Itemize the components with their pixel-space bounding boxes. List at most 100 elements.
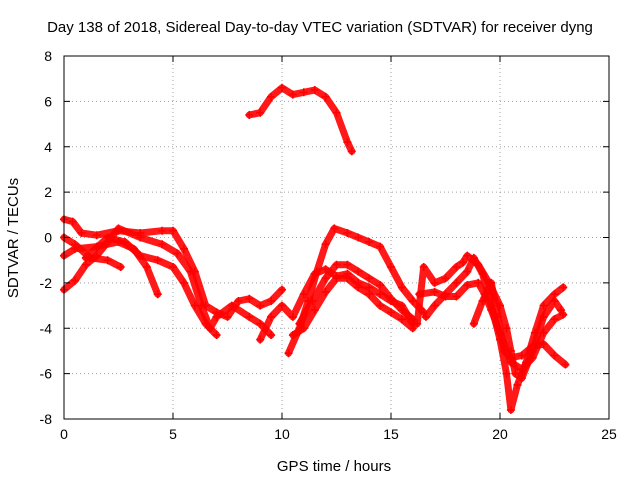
y-tick-label: -8 (40, 411, 53, 427)
data-point-marker (136, 233, 145, 242)
data-point-marker (458, 258, 467, 267)
data-point-marker (299, 324, 308, 333)
data-point-marker (310, 306, 319, 315)
data-point-marker (227, 301, 236, 310)
data-point-marker (550, 351, 559, 360)
x-axis-label: GPS time / hours (277, 458, 391, 475)
y-tick-label: 6 (44, 93, 52, 109)
data-point-marker (354, 267, 363, 276)
data-point-marker (513, 380, 522, 389)
data-point-marker (190, 301, 199, 310)
y-tick-label: 4 (44, 139, 52, 155)
data-point-marker (284, 349, 293, 358)
data-point-marker (343, 138, 352, 147)
data-point-marker (321, 240, 330, 249)
x-tick-label: 10 (274, 426, 290, 442)
data-point-marker (267, 297, 276, 306)
data-point-marker (478, 269, 487, 278)
data-point-marker (332, 274, 341, 283)
data-point-marker (517, 351, 526, 360)
data-point-marker (561, 360, 570, 369)
data-point-marker (559, 283, 568, 292)
data-point-marker (387, 308, 395, 317)
data-point-marker (397, 306, 406, 315)
data-point-marker (256, 319, 265, 328)
x-tick-label: 5 (169, 426, 177, 442)
data-point-marker (500, 346, 509, 355)
x-tick-label: 15 (383, 426, 399, 442)
data-point-marker (478, 297, 487, 306)
data-point-marker (288, 312, 297, 321)
y-axis-label: SDTVAR / TECUs (5, 178, 22, 298)
data-point-marker (153, 290, 162, 299)
series-line (289, 274, 417, 339)
data-point-marker (550, 315, 559, 324)
data-point-marker (539, 301, 548, 310)
data-point-marker (278, 83, 286, 92)
data-point-marker (530, 328, 539, 337)
data-point-marker (539, 328, 548, 337)
data-point-marker (310, 269, 319, 278)
data-point-marker (474, 278, 483, 287)
data-point-marker (103, 256, 112, 265)
data-point-marker (539, 340, 548, 349)
data-point-marker (413, 319, 422, 328)
data-point-marker (421, 312, 430, 321)
data-point-marker (469, 253, 478, 262)
data-point-marker (321, 92, 330, 101)
data-point-marker (245, 312, 254, 321)
data-point-marker (77, 228, 86, 237)
data-point-marker (142, 262, 151, 271)
data-point-marker (354, 233, 363, 242)
data-point-marker (502, 324, 511, 333)
data-point-marker (299, 290, 308, 299)
x-tick-label: 25 (601, 426, 617, 442)
data-point-marker (81, 253, 90, 262)
data-point-marker (153, 256, 162, 265)
data-point-marker (173, 249, 182, 258)
y-tick-label: -6 (40, 366, 53, 382)
data-point-marker (354, 283, 363, 292)
data-point-marker (493, 312, 502, 321)
data-point-marker (430, 287, 439, 296)
data-point-marker (430, 278, 439, 287)
data-point-marker (502, 369, 511, 378)
data-point-marker (288, 331, 297, 340)
y-tick-label: -4 (40, 320, 53, 336)
data-point-marker (310, 86, 319, 95)
data-point-marker (256, 301, 265, 310)
data-point-marker (158, 226, 167, 235)
data-point-marker (288, 90, 297, 99)
data-point-marker (487, 278, 496, 287)
data-point-marker (517, 365, 526, 374)
data-point-marker (70, 276, 79, 285)
data-point-marker (179, 244, 188, 253)
chart-title: Day 138 of 2018, Sidereal Day-to-day VTE… (47, 19, 593, 36)
data-point-marker (81, 260, 90, 269)
data-point-marker (278, 285, 286, 294)
data-point-marker (408, 324, 417, 333)
y-tick-label: 8 (44, 48, 52, 64)
data-point-marker (511, 369, 520, 378)
data-point-marker (550, 290, 559, 299)
data-point-marker (441, 292, 450, 301)
data-point-marker (365, 274, 374, 283)
data-point-marker (365, 238, 374, 247)
data-point-marker (415, 290, 424, 299)
data-point-marker (408, 297, 417, 306)
data-point-marker (376, 242, 385, 251)
data-point-marker (256, 335, 265, 344)
data-point-marker (267, 331, 276, 340)
data-point-marker (347, 147, 356, 156)
data-point-marker (332, 260, 341, 269)
data-point-marker (343, 228, 352, 237)
x-tick-label: 0 (60, 426, 68, 442)
data-point-marker (397, 283, 406, 292)
data-point-marker (463, 251, 472, 260)
data-point-marker (245, 294, 254, 303)
data-point-marker (469, 319, 478, 328)
data-point-marker (332, 108, 341, 117)
data-point-marker (376, 281, 385, 290)
data-point-marker (528, 342, 537, 351)
